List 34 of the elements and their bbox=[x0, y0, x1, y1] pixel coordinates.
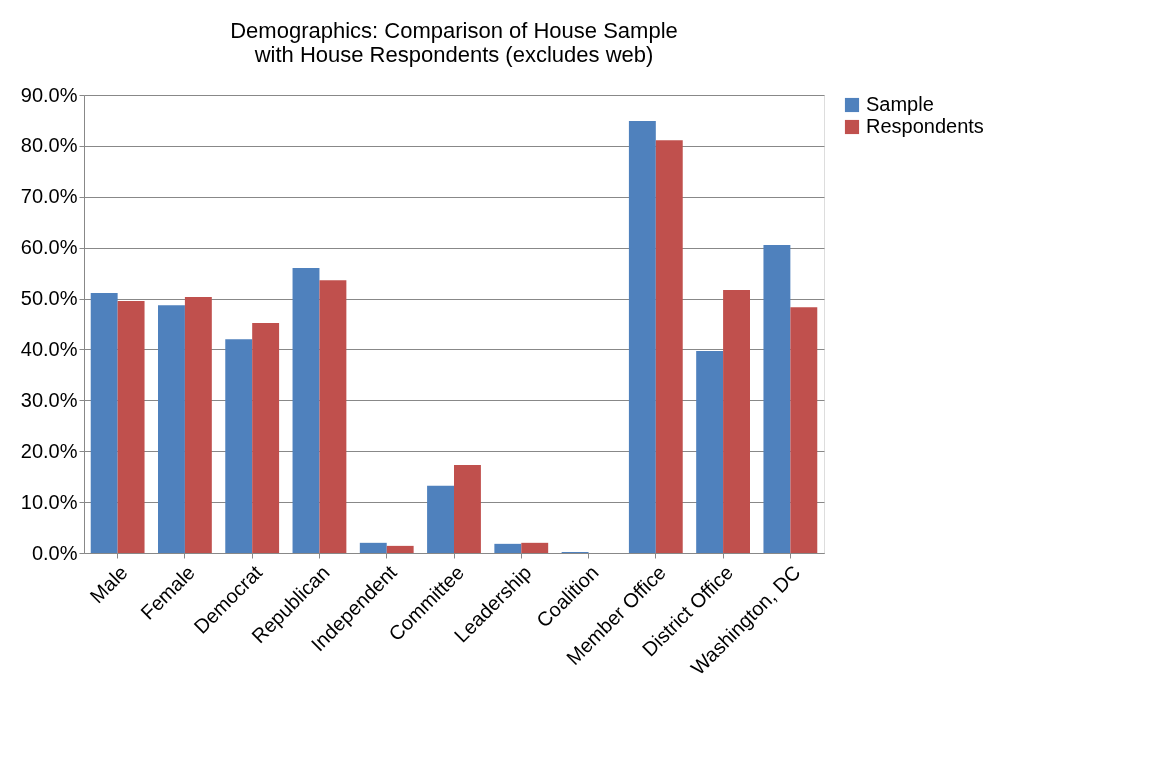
y-tick-label: 70.0% bbox=[20, 185, 78, 208]
bar bbox=[723, 289, 750, 553]
text: Demographics: Comparison of House Sample bbox=[230, 18, 678, 43]
y-tick-label: 30.0% bbox=[20, 388, 78, 411]
bar bbox=[628, 120, 656, 553]
bar bbox=[763, 245, 791, 553]
bar bbox=[386, 545, 414, 553]
y-tick-label: 0.0% bbox=[31, 541, 78, 564]
bar bbox=[521, 542, 549, 553]
y-tick-label: 80.0% bbox=[20, 134, 78, 157]
bar bbox=[225, 339, 253, 553]
bar bbox=[319, 280, 347, 553]
bar bbox=[427, 485, 454, 553]
text: with House Respondents (excludes web) bbox=[254, 42, 654, 67]
bar bbox=[184, 297, 212, 553]
legend-label: Sample bbox=[866, 93, 934, 115]
bar bbox=[117, 301, 145, 553]
y-tick-label: 90.0% bbox=[20, 83, 78, 106]
y-tick-label: 50.0% bbox=[20, 287, 78, 310]
y-tick-label: 60.0% bbox=[20, 236, 78, 259]
bar bbox=[90, 292, 118, 553]
bar bbox=[494, 543, 522, 553]
legend-label: Respondents bbox=[866, 115, 984, 137]
y-tick-label: 10.0% bbox=[20, 490, 78, 513]
y-tick-label: 40.0% bbox=[20, 337, 78, 360]
bar bbox=[158, 305, 185, 553]
bar bbox=[454, 464, 481, 553]
bar bbox=[790, 307, 818, 553]
bar bbox=[359, 542, 387, 553]
bar bbox=[655, 140, 683, 553]
y-tick-label: 20.0% bbox=[20, 439, 78, 462]
bar bbox=[696, 350, 724, 553]
bar bbox=[252, 322, 280, 553]
bar bbox=[292, 268, 320, 553]
